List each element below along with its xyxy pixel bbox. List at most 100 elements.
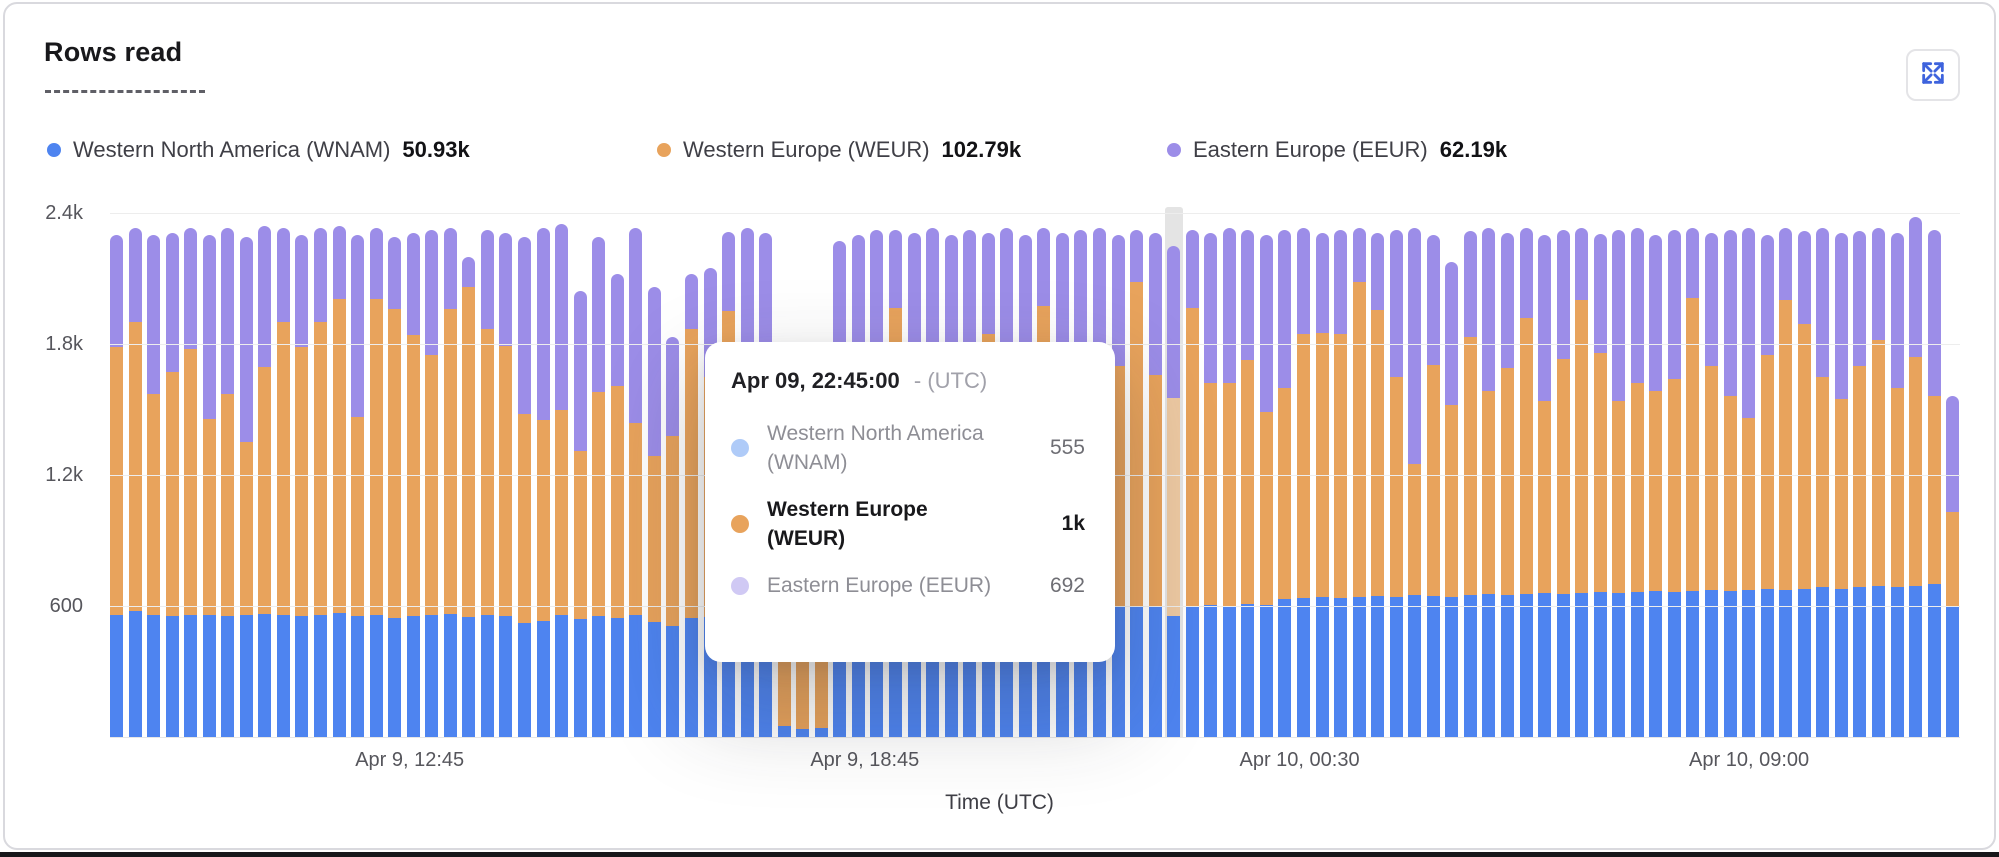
- bar-segment-eeur: [1371, 232, 1385, 310]
- bar[interactable]: [1779, 228, 1793, 737]
- bar[interactable]: [110, 234, 123, 737]
- bar[interactable]: [1519, 228, 1533, 737]
- bar[interactable]: [369, 228, 383, 737]
- bar[interactable]: [1871, 228, 1885, 737]
- bar-segment-wnam: [1705, 589, 1719, 737]
- bar[interactable]: [1148, 232, 1162, 737]
- bar[interactable]: [592, 237, 606, 737]
- bar[interactable]: [239, 237, 253, 737]
- bar[interactable]: [276, 228, 290, 737]
- bar[interactable]: [1760, 234, 1774, 737]
- bar[interactable]: [1445, 262, 1459, 737]
- bar[interactable]: [1834, 232, 1848, 737]
- bar[interactable]: [1797, 230, 1811, 737]
- bar[interactable]: [666, 337, 680, 737]
- bar[interactable]: [1742, 228, 1756, 737]
- bar[interactable]: [1482, 228, 1496, 737]
- bar[interactable]: [1130, 230, 1144, 737]
- y-axis-label: 1.8k: [45, 333, 83, 355]
- bar-segment-weur: [147, 394, 161, 615]
- bar[interactable]: [258, 226, 272, 737]
- expand-button[interactable]: [1906, 49, 1960, 101]
- bar[interactable]: [1556, 230, 1570, 737]
- bar-segment-wnam: [499, 615, 513, 737]
- bar[interactable]: [388, 237, 402, 737]
- bar[interactable]: [1463, 230, 1477, 737]
- bar[interactable]: [480, 230, 494, 737]
- bar[interactable]: [629, 228, 643, 737]
- bar[interactable]: [1389, 230, 1403, 737]
- bar[interactable]: [1352, 228, 1366, 737]
- bar[interactable]: [1686, 228, 1700, 737]
- bar[interactable]: [1649, 234, 1663, 737]
- bar[interactable]: [1612, 230, 1626, 737]
- bar[interactable]: [684, 274, 698, 737]
- bar[interactable]: [1297, 228, 1310, 737]
- bar-segment-eeur: [1575, 228, 1589, 301]
- bar[interactable]: [1630, 228, 1644, 737]
- bar[interactable]: [1426, 234, 1440, 737]
- bar[interactable]: [1204, 232, 1218, 737]
- bar[interactable]: [536, 228, 550, 737]
- bar[interactable]: [351, 234, 365, 737]
- gridline: [110, 213, 1960, 214]
- bar-segment-eeur: [1501, 232, 1515, 369]
- bar[interactable]: [425, 230, 439, 737]
- bar[interactable]: [1853, 230, 1867, 737]
- legend-item-wnam[interactable]: Western North America (WNAM) 50.93k: [47, 137, 470, 163]
- bar[interactable]: [184, 228, 198, 737]
- legend-item-eeur[interactable]: Eastern Europe (EEUR) 62.19k: [1167, 137, 1507, 163]
- bar[interactable]: [1315, 232, 1329, 737]
- bar[interactable]: [221, 228, 235, 737]
- bar[interactable]: [1241, 230, 1255, 737]
- bar[interactable]: [202, 234, 216, 737]
- bar[interactable]: [1222, 228, 1236, 737]
- bar-segment-wnam: [480, 614, 494, 737]
- bar[interactable]: [1538, 234, 1552, 737]
- legend-item-weur[interactable]: Western Europe (WEUR) 102.79k: [657, 137, 1021, 163]
- bar[interactable]: [128, 228, 142, 737]
- bar[interactable]: [1946, 396, 1960, 737]
- bar[interactable]: [1927, 230, 1941, 737]
- y-axis-label: 600: [49, 595, 83, 617]
- bar[interactable]: [610, 273, 624, 737]
- tooltip-series-label: Western North America (WNAM): [767, 422, 984, 474]
- bar[interactable]: [1167, 246, 1181, 737]
- bar-segment-wnam: [555, 614, 569, 737]
- bar[interactable]: [499, 232, 513, 737]
- bar[interactable]: [295, 234, 309, 737]
- bar[interactable]: [1185, 230, 1199, 737]
- bar[interactable]: [518, 237, 532, 737]
- bar[interactable]: [462, 256, 476, 737]
- bar[interactable]: [1408, 228, 1422, 737]
- bar[interactable]: [1593, 233, 1607, 737]
- bar[interactable]: [573, 290, 587, 737]
- bar[interactable]: [1705, 232, 1719, 737]
- bar[interactable]: [1371, 232, 1385, 737]
- bar[interactable]: [147, 234, 161, 737]
- bar[interactable]: [1723, 230, 1737, 737]
- bar[interactable]: [1909, 217, 1923, 737]
- bar[interactable]: [1816, 228, 1830, 737]
- bar[interactable]: [332, 226, 346, 737]
- bar[interactable]: [1334, 230, 1348, 737]
- bar-segment-eeur: [1352, 228, 1366, 283]
- bar[interactable]: [1501, 232, 1515, 737]
- bar[interactable]: [1667, 230, 1681, 737]
- bar[interactable]: [406, 232, 420, 737]
- bar-segment-weur: [1167, 397, 1181, 616]
- bar[interactable]: [314, 228, 328, 737]
- bar[interactable]: [165, 232, 179, 737]
- bar[interactable]: [647, 287, 661, 737]
- bar[interactable]: [1259, 234, 1273, 737]
- bar[interactable]: [1890, 232, 1904, 737]
- bar[interactable]: [443, 228, 457, 737]
- bar-segment-wnam: [128, 611, 142, 737]
- bar-segment-weur: [1723, 396, 1737, 591]
- bar[interactable]: [1575, 228, 1589, 737]
- tooltip-row-weur: Western Europe (WEUR) 1k: [731, 486, 1085, 562]
- bar[interactable]: [555, 223, 569, 737]
- tooltip-dot-wnam: [731, 439, 749, 457]
- bar[interactable]: [1278, 230, 1292, 737]
